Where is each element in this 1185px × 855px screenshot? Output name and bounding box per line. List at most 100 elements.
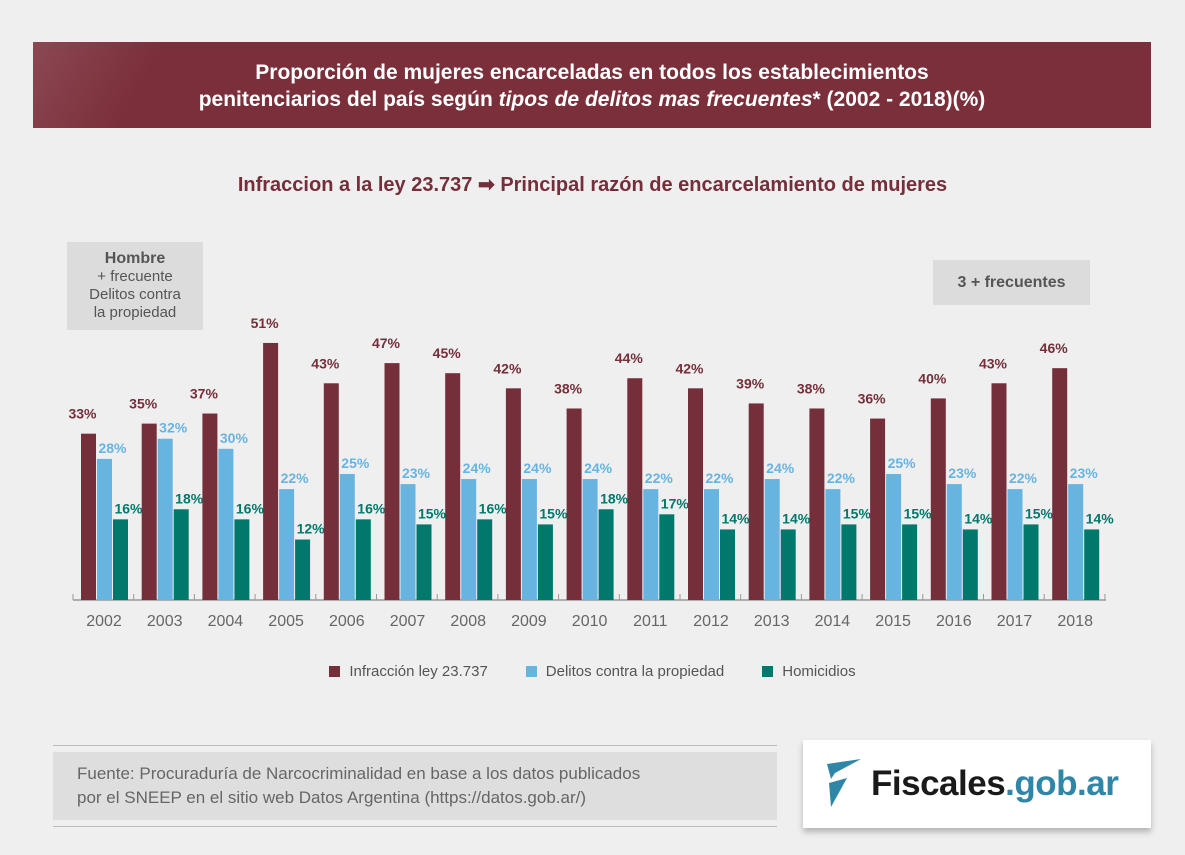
bar (355, 519, 371, 600)
bar (991, 383, 1007, 600)
data-label: 23% (1070, 465, 1099, 481)
bar (141, 423, 157, 600)
data-label: 42% (675, 360, 704, 376)
bar (841, 524, 857, 600)
data-label: 16% (236, 500, 265, 516)
x-tick-label: 2011 (633, 613, 668, 630)
bar (1052, 368, 1068, 600)
data-label: 14% (1086, 510, 1115, 526)
legend-swatch (525, 666, 537, 677)
legend-swatch (329, 666, 341, 677)
bar (1007, 489, 1023, 600)
data-label: 24% (766, 460, 795, 476)
data-label: 18% (600, 490, 629, 506)
bar (598, 509, 614, 600)
data-label: 35% (129, 396, 158, 412)
x-tick-label: 2008 (450, 613, 486, 630)
bar (339, 474, 355, 600)
x-tick-label: 2003 (147, 613, 183, 630)
bar (946, 484, 962, 600)
data-label: 22% (645, 470, 674, 486)
bar (202, 413, 218, 600)
data-label: 40% (918, 370, 947, 386)
bar (279, 489, 295, 600)
bar (825, 489, 841, 600)
bar (643, 489, 659, 600)
data-label: 32% (159, 420, 188, 436)
data-label: 16% (114, 500, 143, 516)
data-label: 17% (661, 495, 690, 511)
bar (295, 539, 311, 600)
x-tick-label: 2016 (936, 613, 972, 630)
legend-item-homicidios: Homicidios (762, 663, 856, 680)
data-label: 25% (341, 455, 370, 471)
bar (930, 398, 946, 600)
x-tick-label: 2013 (754, 613, 790, 630)
data-label: 38% (797, 380, 826, 396)
data-label: 24% (584, 460, 613, 476)
data-label: 33% (68, 406, 97, 422)
data-label: 14% (782, 510, 811, 526)
data-label: 37% (190, 386, 219, 402)
bar (1068, 484, 1084, 600)
bar (902, 524, 918, 600)
data-label: 15% (418, 505, 447, 521)
data-label: 15% (843, 505, 872, 521)
data-label: 51% (251, 315, 280, 331)
data-label: 30% (220, 430, 249, 446)
chart-title-banner: Proporción de mujeres encarceladas en to… (33, 42, 1151, 128)
bar (748, 403, 764, 600)
x-tick-label: 2002 (86, 613, 122, 630)
bar (780, 529, 796, 600)
bar (505, 388, 521, 600)
data-label: 24% (523, 460, 552, 476)
data-label: 36% (858, 391, 887, 407)
x-tick-label: 2014 (815, 613, 851, 630)
chart-title: Proporción de mujeres encarceladas en to… (198, 61, 986, 111)
data-label: 22% (281, 470, 310, 486)
data-label: 39% (736, 375, 765, 391)
data-label: 23% (402, 465, 431, 481)
bar (218, 448, 234, 600)
bar (81, 433, 96, 600)
x-tick-label: 2018 (1057, 613, 1093, 630)
x-tick-label: 2009 (511, 613, 547, 630)
x-tick-label: 2010 (572, 613, 608, 630)
data-label: 15% (1025, 505, 1054, 521)
data-label: 15% (904, 505, 933, 521)
bar (157, 438, 173, 600)
bar (521, 479, 537, 600)
data-label: 24% (463, 460, 492, 476)
x-tick-label: 2007 (390, 613, 426, 630)
data-label: 22% (705, 470, 734, 486)
data-label: 23% (948, 465, 977, 481)
bar (113, 519, 128, 600)
bar (97, 458, 112, 600)
bar (477, 519, 493, 600)
bar (764, 479, 780, 600)
data-label: 16% (479, 500, 508, 516)
data-label: 44% (615, 350, 644, 366)
legend-swatch (762, 666, 774, 677)
legend-item-propiedad: Delitos contra la propiedad (525, 663, 724, 680)
bar (173, 509, 189, 600)
data-label: 45% (433, 345, 462, 361)
bar (659, 514, 675, 600)
data-label: 18% (175, 490, 204, 506)
data-label: 46% (1040, 340, 1069, 356)
arrow-right-icon: ➡ (477, 174, 495, 196)
x-tick-label: 2012 (693, 613, 729, 630)
bar (537, 524, 553, 600)
bar (809, 408, 825, 600)
x-tick-label: 2006 (329, 613, 365, 630)
bar (384, 363, 400, 600)
bar (704, 489, 719, 600)
bar (416, 524, 432, 600)
bar (323, 383, 339, 600)
bar (870, 418, 886, 600)
banner-decoration (33, 42, 173, 128)
bar (962, 529, 978, 600)
data-label: 28% (98, 440, 127, 456)
source-note: Fuente: Procuraduría de Narcocriminalida… (53, 745, 777, 827)
